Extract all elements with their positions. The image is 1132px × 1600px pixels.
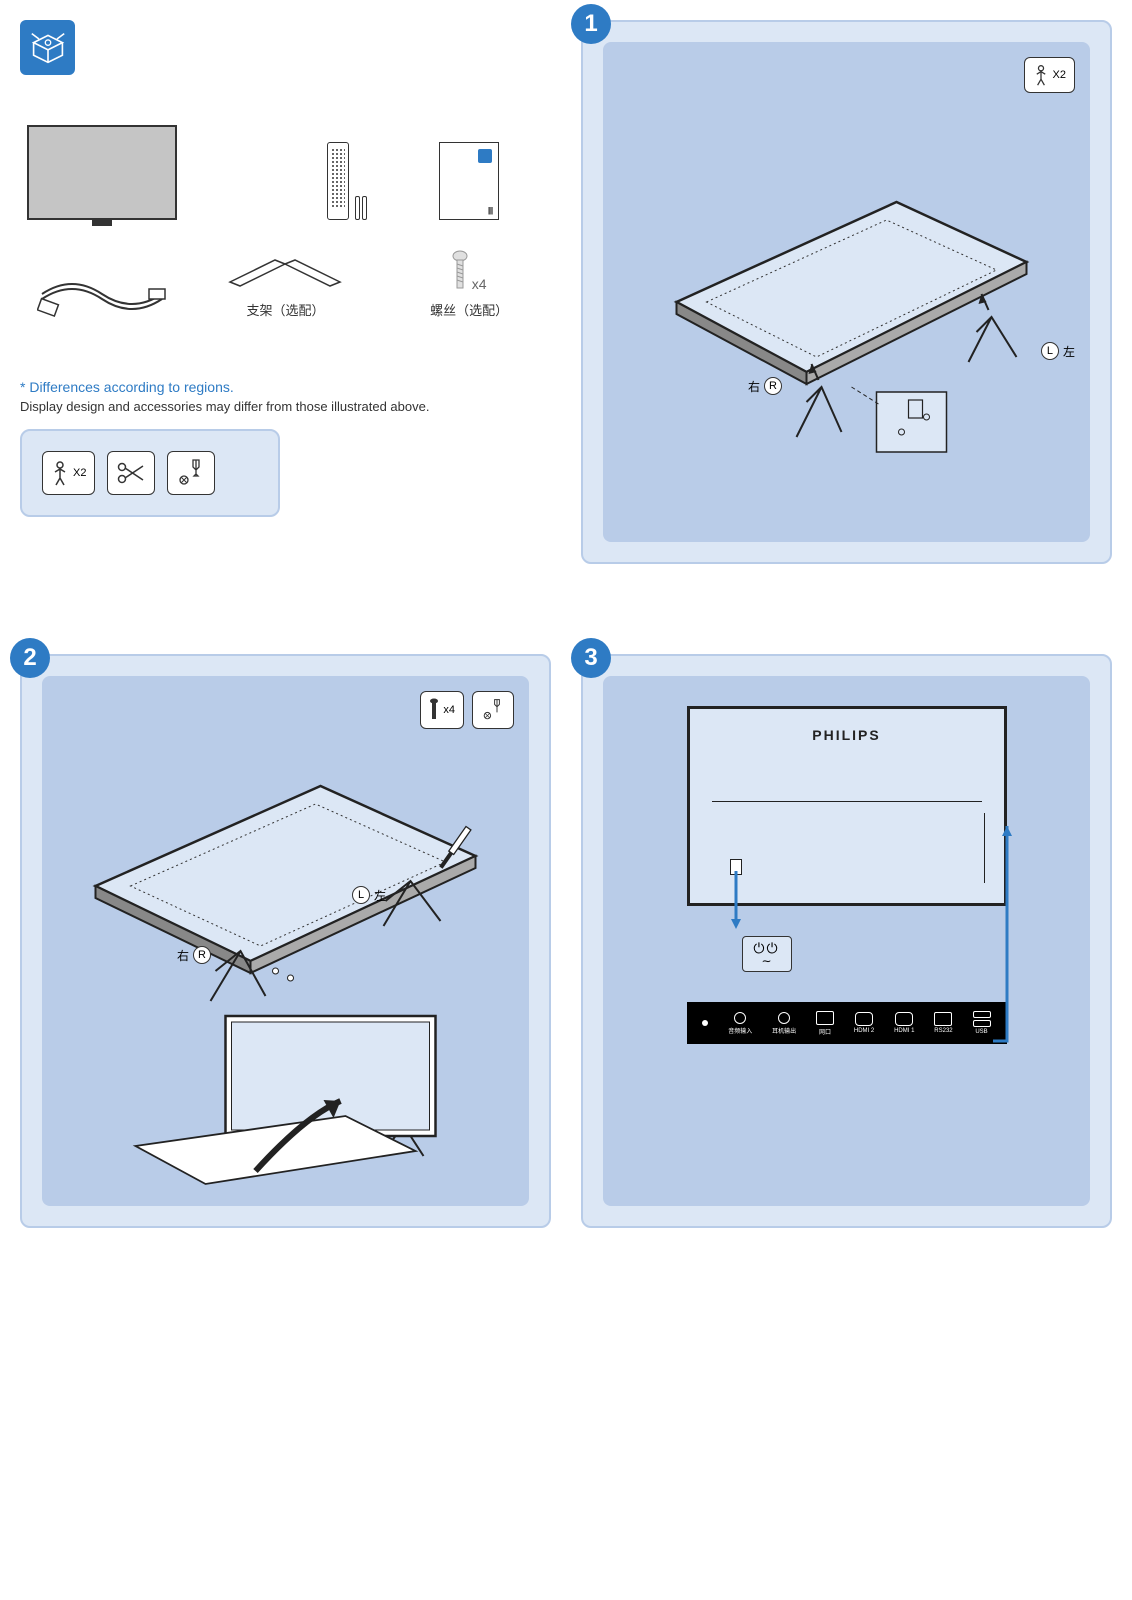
item-stand: 支架（选配） — [204, 250, 368, 319]
step-2-number: 2 — [10, 638, 50, 678]
screw-icon — [452, 250, 468, 292]
s1-left-marker: L — [1041, 342, 1059, 360]
port-audio-in: 音频输入 — [728, 1012, 752, 1035]
bottom-row: 2 x4 — [20, 654, 1112, 1228]
s1-left-cn: 左 — [1063, 343, 1075, 360]
item-tv — [20, 125, 184, 220]
item-cable — [20, 250, 184, 319]
power-callout: ⏻⏻ ∼ — [742, 936, 792, 972]
step1-persons-qty: X2 — [1053, 69, 1066, 81]
tv-brand: PHILIPS — [812, 727, 880, 743]
port-headphone: 耳机输出 — [772, 1012, 796, 1035]
item-booklet — [387, 125, 551, 220]
power-sub: ∼ — [753, 955, 779, 967]
package-contents: 支架（选配） x4 螺丝（选配） — [20, 125, 551, 319]
batteries-icon — [355, 196, 367, 220]
step1-illustration — [623, 132, 1070, 512]
stand-label: 支架（选配） — [246, 300, 324, 319]
step2-illustration-top — [62, 746, 509, 1006]
step2-screwdriver — [472, 691, 514, 729]
tool-persons: X2 — [42, 451, 95, 495]
step-3-inner: PHILIPS ⏻⏻ — [603, 676, 1090, 1206]
step-1-panel: 1 X2 — [581, 20, 1112, 564]
unbox-icon — [20, 20, 75, 75]
step2-illustration-flip — [62, 1006, 509, 1186]
step-2-inner: x4 — [42, 676, 529, 1206]
port-hdmi2: HDMI 2 — [854, 1012, 874, 1034]
remote-icon — [327, 142, 349, 220]
step-1-number: 1 — [571, 4, 611, 44]
tv-icon — [27, 125, 177, 220]
step1-persons: X2 — [1024, 57, 1075, 93]
tool-scissors — [107, 451, 155, 495]
step-3-panel: 3 PHILIPS — [581, 654, 1112, 1228]
tool-screwdriver — [167, 451, 215, 495]
s2-right-cn: 右 — [177, 947, 189, 964]
page-grid: 支架（选配） x4 螺丝（选配） * Differences according… — [20, 20, 1112, 1228]
s1-right-marker: R — [764, 377, 782, 395]
package-section: 支架（选配） x4 螺丝（选配） * Differences according… — [20, 20, 551, 564]
step-3-number: 3 — [571, 638, 611, 678]
stand-icon — [220, 252, 350, 292]
s2-right-marker: R — [193, 946, 211, 964]
step-2-panel: 2 x4 — [20, 654, 551, 1228]
tools-panel: X2 — [20, 429, 280, 517]
booklet-icon — [439, 142, 499, 220]
item-remote — [204, 125, 368, 220]
port-lan: 网口 — [816, 1011, 834, 1036]
cable-icon — [37, 269, 167, 319]
item-screws: x4 螺丝（选配） — [387, 250, 551, 319]
port-rs232: RS232 — [934, 1012, 952, 1034]
port-hdmi1: HDMI 1 — [894, 1012, 914, 1034]
power-symbol: ⏻⏻ — [753, 941, 779, 955]
s2-left-cn: 左 — [374, 887, 386, 904]
screw-qty: x4 — [472, 276, 487, 292]
disclaimer-line1: * Differences according to regions. — [20, 379, 551, 395]
s1-right-cn: 右 — [748, 378, 760, 395]
screws-label: 螺丝（选配） — [430, 300, 508, 319]
step2-screw-qty: x4 — [443, 704, 455, 716]
s2-left-marker: L — [352, 886, 370, 904]
port-usb: USB — [973, 1011, 991, 1035]
disclaimer-line2: Display design and accessories may diffe… — [20, 399, 551, 414]
persons-qty: X2 — [73, 467, 86, 479]
ports-bar: 音频输入 耳机输出 网口 HDMI 2 — [687, 1002, 1007, 1044]
step2-screws: x4 — [420, 691, 464, 729]
step-1-inner: X2 — [603, 42, 1090, 542]
